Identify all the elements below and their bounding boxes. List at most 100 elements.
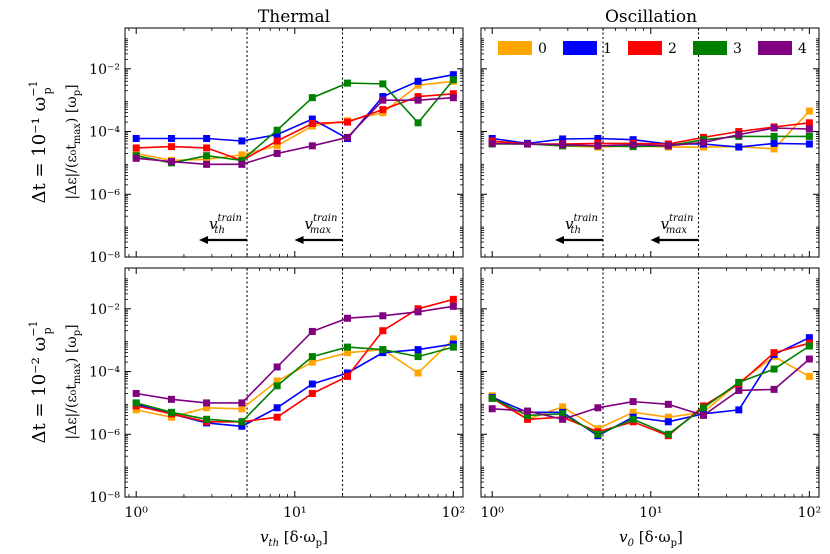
top-left-series-4-point	[344, 133, 352, 141]
top-left-series-0-point	[238, 151, 246, 159]
bottom-left-series-2-line	[136, 298, 454, 423]
bottom-left-series-3-point	[308, 353, 316, 361]
bottom-right-series-0-point	[629, 408, 637, 416]
bottom-left-series-0-point	[344, 349, 352, 357]
legend-label: 0	[538, 41, 547, 57]
bottom-left-series-0-point	[449, 335, 457, 343]
top-left-series-3-point	[449, 76, 457, 84]
bottom-right-series-4-point	[524, 407, 532, 415]
legend-label: 1	[603, 41, 612, 57]
top-left-series-1-point	[308, 115, 316, 123]
top-left-series-0-point	[273, 142, 281, 150]
x-tick-label: 10⁰	[124, 505, 148, 521]
x-axis-label: vth [δ·ωp]	[260, 528, 328, 549]
top-right-series-4-point	[524, 140, 532, 148]
top-left-series-2-point	[273, 137, 281, 145]
bottom-right-series-4-point	[629, 398, 637, 406]
bottom-right-series-2-point	[524, 415, 532, 423]
bottom-right-series-3-point	[664, 430, 672, 438]
y-tick-label: 10⁻⁴	[89, 365, 120, 381]
col-title-oscillation: Oscillation	[605, 7, 697, 27]
bottom-right-series-3-point	[735, 378, 743, 386]
top-left-series-1-point	[132, 134, 140, 142]
bottom-left-series-3-point	[168, 408, 176, 416]
legend-label: 3	[733, 41, 742, 57]
top-right-series-1-point	[735, 143, 743, 151]
top-left-series-3-point	[203, 152, 211, 160]
top-left-series-4-point	[449, 94, 457, 102]
top-left-series-2-point	[203, 144, 211, 152]
top-left-series-2-point	[344, 118, 352, 126]
bottom-right-series-4-point	[594, 404, 602, 412]
bottom-left-series-2-point	[344, 372, 352, 380]
annotation-label: vtrain th	[209, 213, 242, 236]
bottom-right-series-0-point	[664, 413, 672, 421]
top-left-series-4-point	[203, 160, 211, 168]
top-right-annotation-arrowhead	[555, 236, 565, 244]
bottom-left-series-2-point	[308, 389, 316, 397]
bottom-right-series-4-line	[492, 358, 810, 421]
bottom-left-series-2-point	[449, 295, 457, 303]
legend-swatch	[693, 41, 727, 55]
bottom-left-series-3-line	[135, 346, 454, 423]
bottom-left-series-4-point	[449, 302, 457, 310]
legend-swatch	[758, 41, 792, 55]
top-right-series-0-point	[805, 107, 813, 115]
bottom-left-series-1-point	[308, 380, 316, 388]
top-right-series-1-point	[805, 140, 813, 148]
top-left-series-3-point	[414, 119, 422, 127]
bottom-right-series-0-point	[805, 372, 813, 380]
top-right-series-4-line	[492, 127, 810, 147]
x-tick-label: 10¹	[283, 505, 306, 521]
top-right-series-2-point	[805, 119, 813, 127]
top-right-series-4-point	[735, 131, 743, 139]
top-left-series-3-point	[344, 79, 352, 87]
top-left-series-4-line	[136, 96, 454, 166]
bottom-left-series-0-point	[308, 358, 316, 366]
top-right-axes-frame	[480, 27, 820, 258]
legend-swatch	[498, 41, 532, 55]
top-left-series-3-line	[136, 79, 455, 164]
top-left-series-0-line	[136, 80, 454, 162]
y-tick-label: 10⁻⁶	[89, 187, 120, 203]
top-right-series-1-point	[770, 139, 778, 147]
bottom-left-series-0-point	[273, 377, 281, 385]
bottom-right-series-3-point	[770, 365, 778, 373]
bottom-left-series-4-point	[168, 395, 176, 403]
top-left-series-4-point	[238, 160, 246, 168]
top-left-series-1-line	[136, 73, 454, 142]
top-left-series-1-point	[203, 134, 211, 142]
bottom-left-series-1-point	[414, 346, 422, 354]
bottom-left-series-2-point	[379, 327, 387, 335]
top-left-series-4-point	[414, 96, 422, 104]
bottom-right-series-1-line	[491, 336, 810, 437]
legend-swatch	[563, 41, 597, 55]
bottom-left-series-4-point	[273, 363, 281, 371]
top-right-series-4-point	[805, 125, 813, 133]
top-left-series-4-point	[132, 154, 140, 162]
x-axis-label: v0 [δ·ωp]	[619, 528, 683, 549]
bottom-left-series-3-point	[203, 415, 211, 423]
y-axis-label: |Δε|/(ε₀tmax) [ωp]	[64, 84, 83, 199]
bottom-right-series-1-point	[664, 418, 672, 426]
top-right-series-4-point	[664, 142, 672, 150]
annotation-label: vtrain max	[661, 213, 694, 236]
annotation-label: vtrain max	[305, 213, 338, 236]
legend-label: 4	[798, 41, 807, 57]
col-title-thermal: Thermal	[258, 7, 330, 27]
top-left-series-3-point	[238, 156, 246, 164]
bottom-left-series-1-point	[238, 422, 246, 430]
bottom-left-series-4-point	[308, 327, 316, 335]
bottom-left-series-3-point	[414, 353, 422, 361]
top-left-series-3-point	[308, 94, 316, 102]
bottom-right-series-3-point	[805, 342, 813, 350]
bottom-right-series-4-point	[805, 355, 813, 363]
top-left-series-2-point	[414, 93, 422, 101]
bottom-left-series-4-point	[414, 308, 422, 316]
top-left-series-1-point	[168, 134, 176, 142]
top-left-series-3-point	[379, 80, 387, 88]
top-left-series-1-point	[414, 77, 422, 85]
y-tick-label: 10⁻²	[89, 302, 120, 318]
top-left-series-1-point	[449, 71, 457, 79]
bottom-right-series-2-line	[491, 342, 810, 437]
